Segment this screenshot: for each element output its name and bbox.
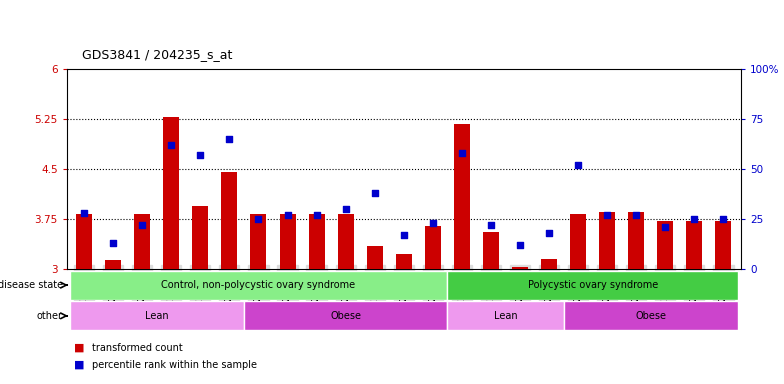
Bar <box>134 214 151 269</box>
Point <box>310 212 323 218</box>
Bar <box>448 301 564 330</box>
Text: GDS3841 / 204235_s_at: GDS3841 / 204235_s_at <box>82 48 233 61</box>
Bar <box>338 214 354 269</box>
Point <box>368 190 381 196</box>
Point <box>397 232 410 238</box>
Point <box>717 216 730 222</box>
Text: ■: ■ <box>74 360 85 370</box>
Bar <box>425 225 441 269</box>
Bar <box>76 214 92 269</box>
Point <box>572 162 584 168</box>
Point <box>601 212 613 218</box>
Point <box>456 150 468 156</box>
Bar <box>192 205 209 269</box>
Text: Polycystic ovary syndrome: Polycystic ovary syndrome <box>528 280 658 290</box>
Point <box>194 152 207 158</box>
Bar <box>280 214 296 269</box>
Text: ■: ■ <box>74 343 85 353</box>
Bar <box>396 254 412 269</box>
Bar <box>367 245 383 269</box>
Bar <box>686 221 702 269</box>
Point <box>339 206 352 212</box>
Bar <box>541 259 557 269</box>
Bar <box>244 301 448 330</box>
Point <box>514 242 526 248</box>
Text: Lean: Lean <box>494 311 517 321</box>
Bar <box>512 268 528 269</box>
Bar <box>70 271 448 300</box>
Text: other: other <box>37 311 63 321</box>
Bar <box>628 212 644 269</box>
Point <box>688 216 701 222</box>
Bar <box>105 260 122 269</box>
Point <box>136 222 148 228</box>
Bar <box>570 214 586 269</box>
Bar <box>70 301 244 330</box>
Point <box>281 212 294 218</box>
Text: Lean: Lean <box>145 311 169 321</box>
Point <box>659 224 672 230</box>
Point <box>223 136 236 142</box>
Bar <box>163 117 180 269</box>
Bar <box>448 271 738 300</box>
Point <box>485 222 497 228</box>
Bar <box>657 221 673 269</box>
Bar <box>483 232 499 269</box>
Point <box>78 210 90 216</box>
Point <box>426 220 439 226</box>
Point <box>107 240 119 246</box>
Bar <box>221 172 238 269</box>
Bar <box>564 301 738 330</box>
Text: Obese: Obese <box>330 311 361 321</box>
Text: Control, non-polycystic ovary syndrome: Control, non-polycystic ovary syndrome <box>162 280 355 290</box>
Point <box>165 142 177 148</box>
Bar <box>250 214 267 269</box>
Point <box>630 212 643 218</box>
Text: percentile rank within the sample: percentile rank within the sample <box>92 360 256 370</box>
Bar <box>599 212 615 269</box>
Text: transformed count: transformed count <box>92 343 183 353</box>
Bar <box>454 124 470 269</box>
Text: Obese: Obese <box>635 311 666 321</box>
Bar <box>309 214 325 269</box>
Point <box>543 230 555 236</box>
Point <box>252 216 265 222</box>
Bar <box>716 221 731 269</box>
Text: disease state: disease state <box>0 280 63 290</box>
